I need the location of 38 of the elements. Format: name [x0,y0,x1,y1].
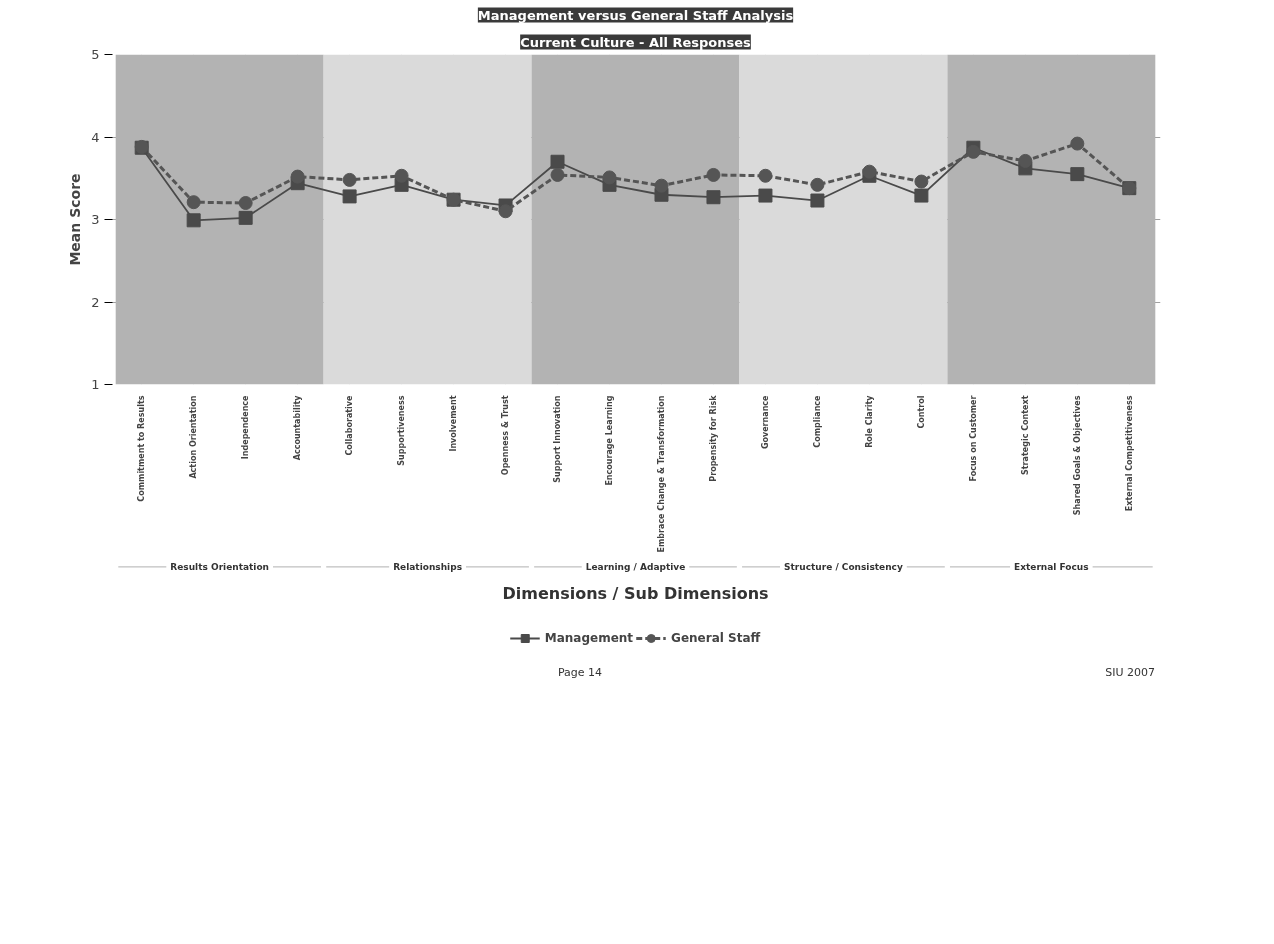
x-tick-label: Supportiveness [397,395,407,466]
text: Learning / Adaptive [585,561,686,572]
chart-subtitle: Current Culture - All Responses [520,34,752,50]
x-tick-label: Encourage Learning [605,395,615,486]
chart-title: Management versus General Staff Analysis [477,7,794,23]
x-tick-label: Accountability [293,394,303,461]
x-tick-label: Propensity for Risk [708,394,718,482]
x-tick-label: Collaborative [345,394,355,456]
x-tick-label: Support Innovation [553,395,563,483]
x-tick-label: Strategic Context [1020,395,1030,475]
text: Structure / Consistency [784,561,903,572]
text: Relationships [393,561,462,572]
text: External Focus [1014,561,1089,572]
x-tick-label: Embrace Change & Transformation [656,395,666,553]
x-tick-label: Commitment to Results [137,395,147,502]
y-tick-label: 4 [91,129,100,145]
y-axis-title: Mean Score [67,173,84,266]
text: Results Orientation [170,561,270,572]
x-tick-label: Control [916,395,926,429]
y-tick-label: 2 [91,294,100,310]
x-tick-label: Involvement [449,395,459,452]
x-tick-label: External Competitiveness [1124,395,1134,512]
x-axis-title: Dimensions / Sub Dimensions [502,584,769,603]
legend-label: Management [544,631,634,645]
legend-label: General Staff [671,631,761,645]
text: Page 14 [556,665,604,681]
x-tick-label: Independence [241,394,251,460]
x-tick-label: Governance [760,394,770,450]
y-tick-label: 1 [91,377,100,392]
x-tick-label: Openness & Trust [501,395,511,476]
x-tick-label: Compliance [812,394,822,448]
text: SIU 2007 [1104,665,1155,681]
x-tick-label: Shared Goals & Objectives [1072,395,1082,516]
x-tick-label: Role Clarity [864,394,874,448]
y-tick-label: 5 [91,47,100,62]
y-tick-label: 3 [91,212,100,227]
x-tick-label: Action Orientation [189,395,199,479]
x-tick-label: Focus on Customer [968,395,978,482]
